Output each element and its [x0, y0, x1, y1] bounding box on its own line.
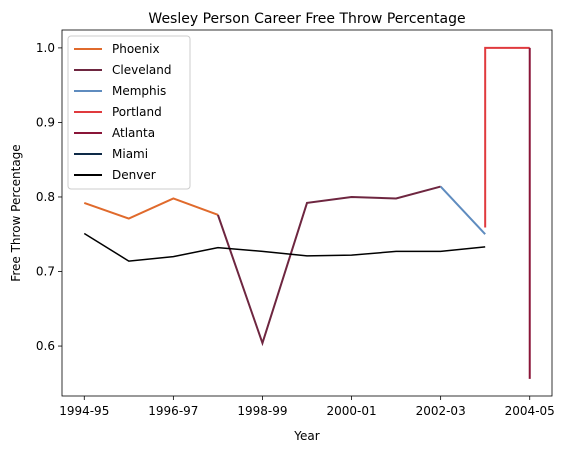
series-lines	[83, 46, 531, 379]
legend-label-phoenix: Phoenix	[112, 42, 160, 56]
y-tick-label: 0.7	[36, 265, 55, 279]
legend-label-denver: Denver	[112, 168, 156, 182]
y-tick-label: 1.0	[36, 41, 55, 55]
x-tick-label: 2004-05	[505, 404, 555, 418]
y-tick-label: 0.8	[36, 190, 55, 204]
x-tick-label: 2000-01	[326, 404, 376, 418]
legend-label-portland: Portland	[112, 105, 162, 119]
legend-box	[67, 35, 191, 190]
x-tick-label: 1994-95	[59, 404, 109, 418]
plot-frame	[61, 29, 553, 397]
x-tick-label: 2002-03	[416, 404, 466, 418]
y-tick-label: 0.6	[36, 339, 55, 353]
y-tick-label: 0.9	[36, 115, 55, 129]
series-line-cleveland	[216, 185, 441, 347]
series-line-portland	[484, 46, 530, 228]
legend-label-miami: Miami	[112, 147, 148, 161]
x-tick-label: 1996-97	[148, 404, 198, 418]
legend-label-atlanta: Atlanta	[112, 126, 155, 140]
legend-label-memphis: Memphis	[112, 84, 166, 98]
series-line-denver	[83, 232, 486, 262]
chart-title: Wesley Person Career Free Throw Percenta…	[148, 11, 465, 27]
y-axis: 0.6 0.7 0.8 0.9 1.0	[36, 41, 62, 353]
series-line-memphis	[439, 185, 486, 235]
y-axis-label: Free Throw Percentage	[9, 144, 23, 281]
legend-label-cleveland: Cleveland	[112, 63, 172, 77]
x-axis-label: Year	[293, 429, 319, 443]
legend: Phoenix Cleveland Memphis Portland Atlanta Mi…	[67, 35, 191, 190]
series-line-phoenix	[83, 197, 219, 220]
x-axis: 1994-95 1996-97 1998-99 2000-01 2002-03 2004-…	[59, 396, 555, 418]
x-tick-label: 1998-99	[237, 404, 287, 418]
